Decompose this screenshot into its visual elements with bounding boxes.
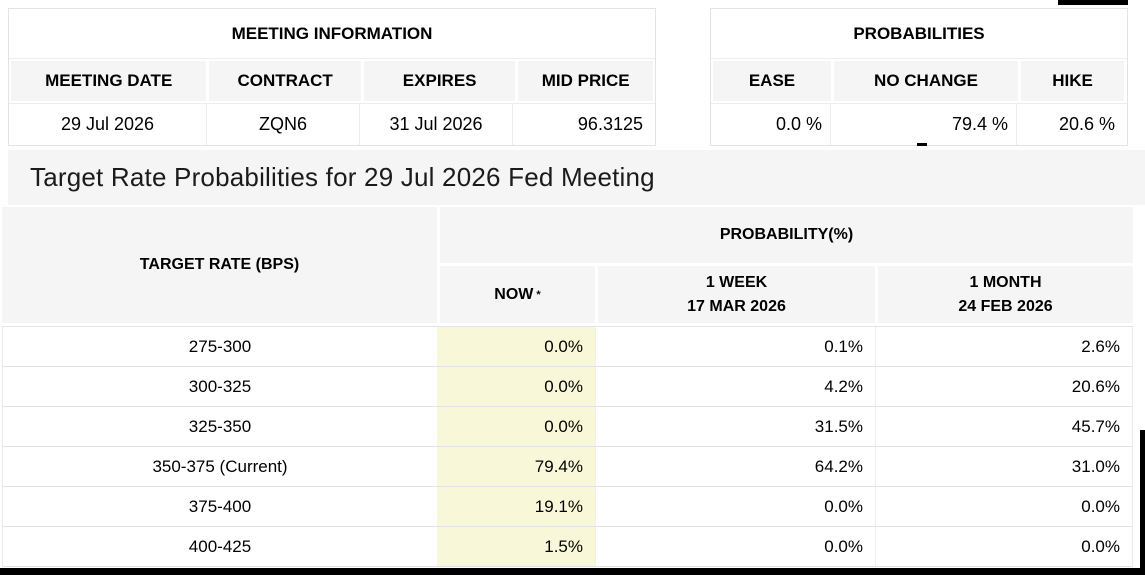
target-rate-bps-header: TARGET RATE (BPS) <box>2 207 437 323</box>
one-week-label: 1 WEEK <box>705 274 768 292</box>
meeting-information-header-row: MEETING DATE CONTRACT EXPIRES MID PRICE <box>9 59 655 103</box>
one-month-label: 1 MONTH <box>969 274 1042 292</box>
right-edge-bar <box>1140 430 1145 575</box>
week-probability-cell: 0.0% <box>595 487 875 526</box>
target-rate-table-body: 275-300 0.0% 0.1% 2.6% 300-325 0.0% 4.2%… <box>2 326 1133 567</box>
scroll-dash <box>917 143 927 146</box>
hike-value: 20.6 % <box>1016 104 1123 145</box>
title-band: Target Rate Probabilities for 29 Jul 202… <box>8 150 1145 205</box>
probabilities-header-row: EASE NO CHANGE HIKE <box>711 59 1127 103</box>
now-probability-cell: 19.1% <box>437 487 595 526</box>
now-column-header: NOW * <box>440 266 595 323</box>
target-rate-cell: 400-425 <box>188 536 252 556</box>
week-probability-cell: 0.1% <box>595 327 875 366</box>
month-probability-cell: 0.0% <box>875 487 1132 526</box>
meeting-information-value-row: 29 Jul 2026 ZQN6 31 Jul 2026 96.3125 <box>9 103 655 145</box>
page-title: Target Rate Probabilities for 29 Jul 202… <box>30 162 655 192</box>
bottom-edge-bar <box>0 568 1145 575</box>
now-probability-cell: 0.0% <box>437 327 595 366</box>
now-probability-cell: 0.0% <box>437 407 595 446</box>
week-probability-cell: 31.5% <box>595 407 875 446</box>
now-probability-cell: 1.5% <box>437 527 595 566</box>
now-probability-cell: 79.4% <box>437 447 595 486</box>
month-probability-cell: 2.6% <box>875 327 1132 366</box>
meeting-date-header: MEETING DATE <box>11 61 207 101</box>
no-change-value: 79.4 % <box>830 104 1016 145</box>
mid-price-header: MID PRICE <box>518 61 653 101</box>
target-rate-cell: 325-350 <box>188 416 252 436</box>
one-month-column-header: 1 MONTH 24 FEB 2026 <box>878 266 1133 323</box>
probability-pct-header: PROBABILITY(%) <box>440 207 1133 263</box>
target-rate-cell: 300-325 <box>188 376 252 396</box>
expires-header: EXPIRES <box>363 61 516 101</box>
now-asterisk: * <box>536 288 541 301</box>
target-rate-cell: 375-400 <box>188 496 252 516</box>
target-rate-table: TARGET RATE (BPS) PROBABILITY(%) NOW * 1 … <box>2 207 1133 567</box>
table-row: 325-350 0.0% 31.5% 45.7% <box>3 407 1132 447</box>
ease-value: 0.0 % <box>775 114 822 134</box>
ease-header: EASE <box>713 61 831 101</box>
one-month-date: 24 FEB 2026 <box>958 297 1053 315</box>
week-probability-cell: 64.2% <box>595 447 875 486</box>
table-row: 275-300 0.0% 0.1% 2.6% <box>3 327 1132 367</box>
mid-price-value: 96.3125 <box>512 104 651 145</box>
one-week-date: 17 MAR 2026 <box>687 297 786 315</box>
meeting-date-value: 29 Jul 2026 <box>60 114 155 134</box>
probabilities-title: PROBABILITIES <box>711 9 1127 59</box>
target-rate-cell: 275-300 <box>188 336 252 356</box>
contract-value: ZQN6 <box>206 104 359 145</box>
table-row: 375-400 19.1% 0.0% 0.0% <box>3 487 1132 527</box>
week-probability-cell: 4.2% <box>595 367 875 406</box>
month-probability-cell: 31.0% <box>875 447 1132 486</box>
table-row: 300-325 0.0% 4.2% 20.6% <box>3 367 1132 407</box>
no-change-header: NO CHANGE <box>834 61 1018 101</box>
top-right-edge-bar <box>1058 0 1128 5</box>
expires-value: 31 Jul 2026 <box>359 104 512 145</box>
meeting-information-title: MEETING INFORMATION <box>9 9 655 59</box>
table-row: 400-425 1.5% 0.0% 0.0% <box>3 527 1132 567</box>
probabilities-table: PROBABILITIES EASE NO CHANGE HIKE 0.0 % … <box>710 8 1128 146</box>
week-probability-cell: 0.0% <box>595 527 875 566</box>
target-rate-table-header: TARGET RATE (BPS) PROBABILITY(%) NOW * 1 … <box>2 207 1133 326</box>
now-label: NOW <box>494 285 534 303</box>
month-probability-cell: 45.7% <box>875 407 1132 446</box>
contract-header: CONTRACT <box>209 61 361 101</box>
now-probability-cell: 0.0% <box>437 367 595 406</box>
month-probability-cell: 20.6% <box>875 367 1132 406</box>
table-row: 350-375 (Current) 79.4% 64.2% 31.0% <box>3 447 1132 487</box>
probabilities-value-row: 0.0 % 79.4 % 20.6 % <box>711 103 1127 145</box>
target-rate-cell: 350-375 (Current) <box>152 456 288 476</box>
one-week-column-header: 1 WEEK 17 MAR 2026 <box>598 266 875 323</box>
hike-header: HIKE <box>1021 61 1124 101</box>
month-probability-cell: 0.0% <box>875 527 1132 566</box>
meeting-information-table: MEETING INFORMATION MEETING DATE CONTRAC… <box>8 8 656 146</box>
